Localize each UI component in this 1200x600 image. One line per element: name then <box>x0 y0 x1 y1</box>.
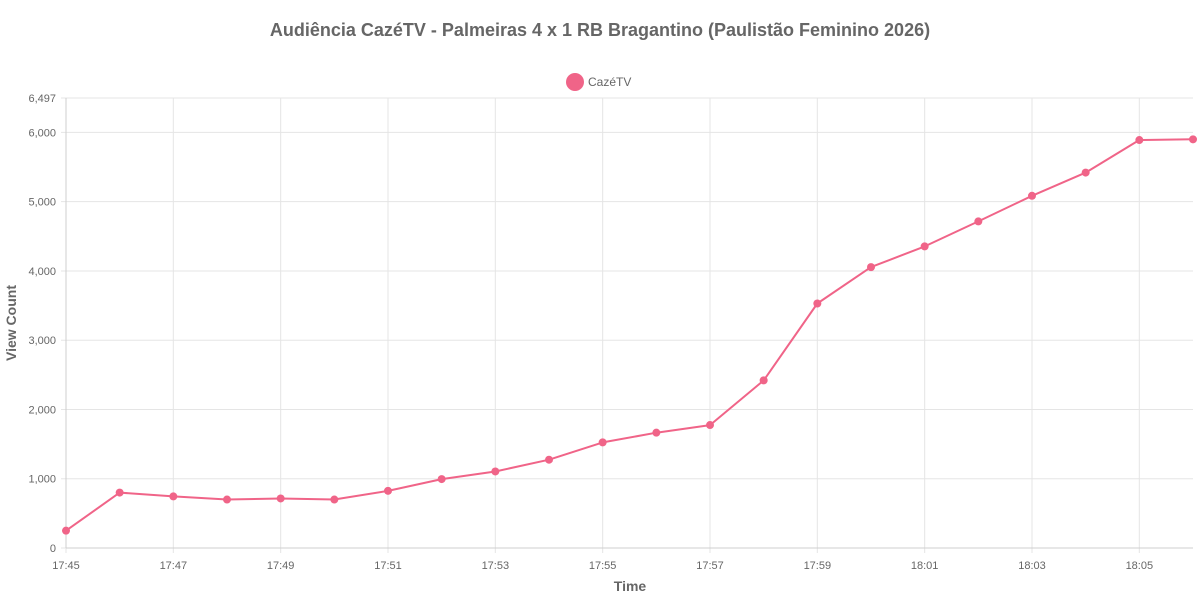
y-tick-label: 2,000 <box>28 404 56 416</box>
series-layer <box>62 135 1197 535</box>
x-tick-label: 18:01 <box>911 560 939 572</box>
x-tick-label: 17:51 <box>374 560 402 572</box>
y-axis-title: View Count <box>3 285 19 361</box>
data-point[interactable] <box>330 495 339 504</box>
legend[interactable]: CazéTV <box>566 73 631 91</box>
x-tick-label: 17:53 <box>482 560 510 572</box>
data-point[interactable] <box>706 421 714 430</box>
data-point[interactable] <box>384 486 392 495</box>
data-point[interactable] <box>1081 168 1090 177</box>
data-point[interactable] <box>437 475 446 484</box>
data-point[interactable] <box>491 467 500 476</box>
data-point[interactable] <box>652 428 661 437</box>
y-tick-label: 6,497 <box>28 93 56 105</box>
x-tick-label: 17:55 <box>589 560 617 572</box>
x-tick-label: 17:59 <box>804 560 832 572</box>
x-tick-label: 17:47 <box>160 560 188 572</box>
x-grid <box>65 98 1140 553</box>
data-point[interactable] <box>62 526 70 535</box>
data-point[interactable] <box>974 217 983 226</box>
data-point[interactable] <box>545 455 553 464</box>
x-tick-label: 18:03 <box>1018 560 1046 572</box>
data-point[interactable] <box>759 376 768 385</box>
x-tick-label: 17:45 <box>52 560 80 572</box>
data-point[interactable] <box>598 438 607 447</box>
data-point[interactable] <box>1028 191 1036 200</box>
data-point[interactable] <box>169 492 178 501</box>
data-point[interactable] <box>1189 135 1197 144</box>
axes <box>65 98 1193 549</box>
y-tick-label: 5,000 <box>28 197 56 209</box>
x-tick-labels: 17:45 17:47 17:49 17:51 17:53 17:55 17:57 17:59… <box>52 560 1153 572</box>
series-line <box>65 138 1194 532</box>
data-point[interactable] <box>920 242 929 251</box>
y-grid <box>61 97 1193 549</box>
y-tick-label: 3,000 <box>28 335 56 347</box>
x-tick-label: 17:57 <box>696 560 724 572</box>
y-tick-label: 1,000 <box>28 474 56 486</box>
data-point[interactable] <box>276 494 285 503</box>
y-tick-labels: 0 1,000 2,000 3,000 4,000 5,000 6,000 6,497 <box>28 93 56 555</box>
x-tick-label: 17:49 <box>267 560 295 572</box>
data-point[interactable] <box>115 488 124 497</box>
chart-title: Audiência CazéTV - Palmeiras 4 x 1 RB Br… <box>270 20 930 40</box>
data-point[interactable] <box>223 495 231 504</box>
y-tick-label: 6,000 <box>28 127 56 139</box>
data-point[interactable] <box>867 263 875 272</box>
data-point[interactable] <box>813 299 822 308</box>
y-tick-label: 4,000 <box>28 266 56 278</box>
y-tick-label: 0 <box>50 543 56 555</box>
data-point[interactable] <box>1135 136 1144 145</box>
legend-label[interactable]: CazéTV <box>588 75 631 89</box>
x-tick-label: 18:05 <box>1126 560 1154 572</box>
legend-marker-icon[interactable] <box>566 73 584 91</box>
x-axis-title: Time <box>614 578 647 594</box>
